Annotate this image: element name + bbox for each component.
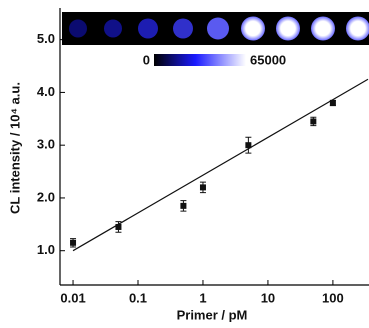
colorbar — [154, 54, 246, 66]
x-tick-label: 0.01 — [60, 290, 85, 305]
y-tick-label: 4.0 — [37, 84, 55, 99]
y-tick-label: 2.0 — [37, 189, 55, 204]
page: {"chart_data": { "type": "scatter", "x_l… — [0, 0, 369, 323]
point — [200, 184, 206, 190]
x-tick-label: 100 — [322, 290, 344, 305]
colorbar-min: 0 — [143, 52, 150, 67]
point — [310, 118, 316, 124]
y-tick-label: 1.0 — [37, 242, 55, 257]
y-tick-label: 3.0 — [37, 137, 55, 152]
x-tick-label: 1 — [199, 290, 206, 305]
point — [180, 203, 186, 209]
x-tick-label: 0.1 — [129, 290, 147, 305]
y-axis-label: CL intensity / 10⁴ a.u. — [7, 82, 22, 214]
colorbar-max: 65000 — [250, 52, 286, 67]
y-tick-label: 5.0 — [37, 31, 55, 46]
x-tick-label: 10 — [261, 290, 275, 305]
image-strip — [62, 12, 369, 45]
fit-line — [73, 79, 368, 250]
point — [70, 240, 76, 246]
x-axis-label: Primer / pM — [177, 307, 248, 322]
chart: 0 65000 Primer / pM CL intensity / 10⁴ a… — [0, 0, 369, 323]
